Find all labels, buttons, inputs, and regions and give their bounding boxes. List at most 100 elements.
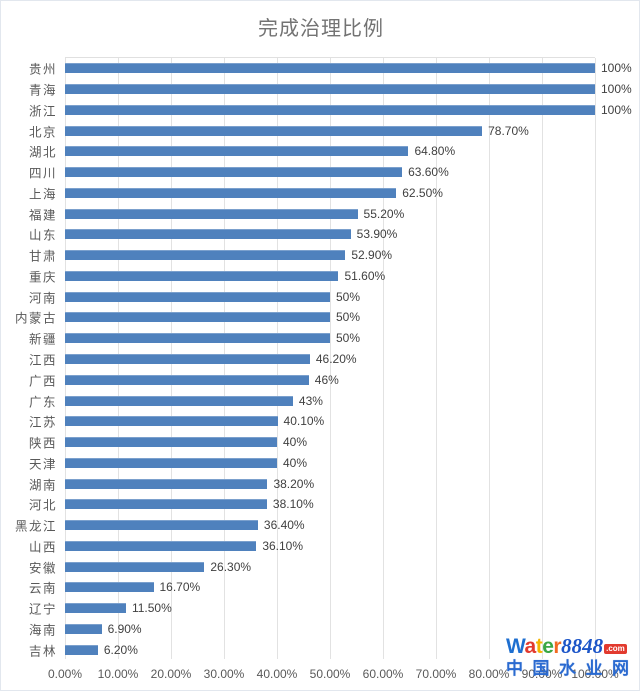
bar	[65, 582, 154, 593]
bar	[65, 291, 330, 302]
x-tick-label: 70.00%	[415, 667, 457, 681]
bar	[65, 167, 403, 178]
bar	[65, 104, 595, 115]
category-label: 重庆	[28, 270, 57, 285]
category-label: 广东	[28, 395, 57, 409]
watermark-letter: t	[535, 635, 543, 658]
value-label: 52.90%	[351, 248, 393, 263]
category-label: 云南	[28, 581, 57, 596]
bar-row: 贵州 100%	[29, 58, 632, 79]
bar-row: 山东 53.90%	[29, 224, 595, 245]
category-label: 黑龙江	[14, 519, 57, 534]
value-label: 38.10%	[272, 497, 314, 512]
bar-row: 天津 40%	[29, 452, 595, 473]
bar-row: 江西 46.20%	[29, 349, 595, 370]
bar	[65, 312, 330, 323]
value-label: 46.20%	[315, 351, 357, 366]
value-label: 50%	[336, 310, 361, 325]
value-label: 53.90%	[356, 227, 398, 242]
category-label: 辽宁	[28, 602, 57, 617]
watermark-letter: r	[553, 635, 562, 658]
bar-row: 内蒙古 50%	[15, 307, 595, 328]
bar-row: 江苏 40.10%	[29, 411, 595, 432]
bar	[65, 125, 483, 136]
watermark-letter: e	[542, 635, 554, 658]
bar-row: 甘肃 52.90%	[29, 245, 595, 266]
watermark-letter: W	[506, 635, 525, 658]
bar-row: 上海 62.50%	[29, 183, 595, 204]
value-label: 46%	[314, 372, 339, 387]
value-label: 11.50%	[131, 601, 172, 616]
value-label: 78.70%	[488, 123, 529, 138]
bar	[65, 437, 277, 448]
value-label: 40.10%	[283, 414, 325, 429]
bar-row: 安徽 26.30%	[29, 556, 595, 577]
bar	[65, 270, 339, 281]
bar	[65, 603, 126, 614]
bar	[65, 63, 595, 74]
bar-row: 广东 43%	[29, 390, 595, 411]
value-label: 63.60%	[408, 165, 449, 180]
bar-row: 山西 36.10%	[29, 535, 595, 556]
category-label: 湖南	[28, 478, 57, 493]
value-label: 50%	[336, 331, 361, 346]
bar-row: 黑龙江 36.40%	[15, 515, 595, 536]
category-label: 北京	[28, 125, 57, 140]
value-label: 64.80%	[414, 144, 456, 159]
watermark-number: 8848	[561, 634, 604, 658]
category-label: 内蒙古	[14, 311, 57, 326]
bar	[65, 561, 205, 572]
bar-row: 湖南 38.20%	[29, 473, 595, 494]
value-label: 36.40%	[263, 518, 305, 533]
category-label: 安徽	[28, 561, 57, 576]
bar-row: 重庆 51.60%	[29, 266, 595, 287]
bar	[65, 187, 397, 198]
bar	[65, 416, 278, 427]
bar-row: 新疆 50%	[29, 328, 595, 349]
bar	[65, 353, 310, 364]
bar	[65, 457, 277, 468]
chart-title: 完成治理比例	[258, 18, 384, 40]
bar	[65, 84, 595, 95]
bar	[65, 478, 268, 489]
category-label: 广西	[28, 374, 57, 389]
value-label: 16.70%	[159, 580, 201, 595]
bar-row: 陕西 40%	[29, 432, 595, 453]
value-label: 62.50%	[402, 185, 443, 200]
x-tick-label: 0.00%	[47, 667, 83, 681]
watermark-letter: a	[524, 635, 537, 658]
x-tick-label: 10.00%	[97, 667, 139, 681]
category-label: 河南	[28, 291, 57, 306]
category-label: 山东	[28, 228, 57, 243]
value-label: 100%	[601, 61, 632, 76]
value-label: 26.30%	[210, 559, 252, 574]
bar-row: 青海 100%	[29, 79, 632, 100]
bar-row: 河南 50%	[29, 286, 595, 307]
bar	[65, 395, 293, 406]
x-tick-label: 60.00%	[362, 667, 404, 681]
x-tick-label: 50.00%	[309, 667, 351, 681]
bar-row: 云南 16.70%	[29, 577, 595, 598]
watermark-brand-letters: Water	[506, 636, 562, 657]
bar	[65, 374, 309, 385]
value-label: 51.60%	[344, 268, 386, 283]
value-label: 6.20%	[103, 642, 138, 657]
category-label: 江苏	[28, 415, 57, 430]
bar-row: 河北 38.10%	[29, 494, 595, 515]
gridline	[436, 58, 437, 659]
category-label: 江西	[28, 353, 57, 368]
bar	[65, 250, 346, 261]
category-label: 山西	[28, 540, 57, 555]
plot-area: 贵州 100% 青海 100% 浙江 100% 北京 78.70% 湖北 64.80% 四川 63.6…	[15, 57, 632, 659]
bar-row: 北京 78.70%	[29, 120, 595, 141]
x-tick-label: 80.00%	[468, 667, 510, 681]
category-label: 福建	[28, 208, 57, 223]
bar	[65, 520, 258, 531]
x-tick-label: 30.00%	[203, 667, 245, 681]
bar	[65, 146, 409, 157]
category-label: 湖北	[28, 145, 57, 160]
category-label: 浙江	[28, 104, 57, 119]
bar-row: 海南 6.90%	[29, 618, 595, 639]
bar	[65, 333, 330, 344]
watermark-brand: Water8848 .com	[506, 636, 639, 657]
